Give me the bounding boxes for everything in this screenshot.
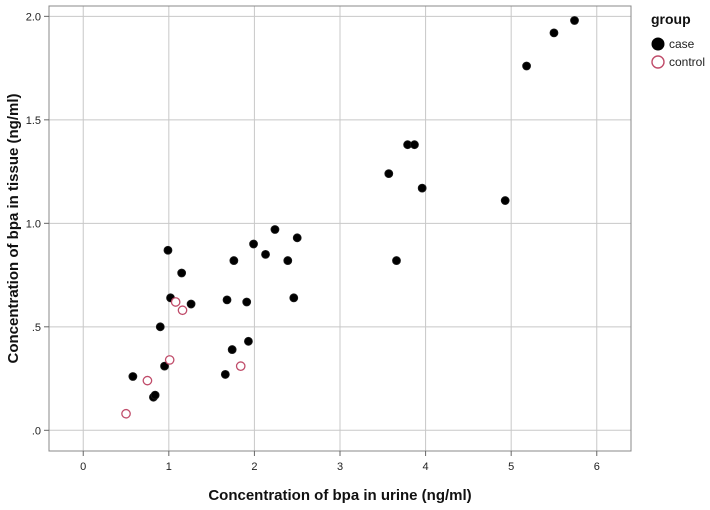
- legend-marker-control: [651, 55, 665, 69]
- data-point-case: [249, 239, 258, 249]
- legend: group case control: [651, 11, 705, 69]
- grid-lines: [49, 6, 631, 451]
- data-point-case: [160, 361, 169, 371]
- data-point-case: [128, 372, 138, 381]
- legend-title: group: [651, 11, 691, 27]
- x-tick-label: 5: [508, 461, 514, 473]
- data-point-case: [410, 140, 419, 150]
- data-point-case: [549, 28, 559, 38]
- data-point-case: [227, 345, 237, 354]
- data-point-case: [155, 322, 165, 332]
- x-tick-label: 3: [337, 461, 343, 473]
- data-point-case: [522, 61, 531, 71]
- x-tick-label: 0: [80, 461, 86, 473]
- data-point-control: [235, 361, 246, 371]
- data-point-case: [229, 256, 239, 265]
- data-point-case: [163, 245, 173, 255]
- legend-marker-case: [651, 37, 665, 51]
- data-point-control: [121, 408, 131, 419]
- data-point-case: [283, 256, 293, 265]
- x-tick-label: 1: [166, 461, 172, 473]
- data-point-control: [142, 375, 153, 386]
- data-point-case: [289, 293, 299, 303]
- data-point-case: [150, 390, 160, 400]
- data-point-case: [500, 196, 510, 205]
- y-tick-label: .0: [32, 425, 41, 437]
- data-point-case: [261, 249, 270, 259]
- data-point-case: [417, 183, 427, 193]
- data-point-control: [177, 305, 188, 316]
- data-point-case: [177, 268, 187, 278]
- data-point-case: [270, 225, 280, 234]
- axis-ticks: 0 1 2 3 4 5 6 .0 .5 1.0 1.5 2.0: [26, 11, 600, 473]
- data-point-control: [164, 355, 175, 365]
- legend-label-control: control: [669, 55, 705, 69]
- data-point-case: [570, 16, 579, 25]
- y-tick-label: 1.5: [26, 115, 41, 127]
- y-tick-label: .5: [32, 322, 41, 334]
- data-points: [121, 16, 579, 419]
- data-point-case: [220, 370, 230, 379]
- legend-label-case: case: [669, 37, 695, 51]
- data-point-case: [384, 169, 394, 179]
- data-point-case: [222, 295, 232, 305]
- data-point-case: [186, 299, 196, 309]
- x-tick-label: 6: [594, 461, 600, 473]
- x-axis-title: Concentration of bpa in urine (ng/ml): [208, 487, 471, 504]
- x-tick-label: 2: [251, 461, 257, 473]
- y-axis-title: Concentration of bpa in tissue (ng/ml): [5, 93, 22, 363]
- y-tick-label: 2.0: [26, 11, 41, 23]
- y-tick-label: 1.0: [26, 218, 41, 230]
- data-point-case: [244, 336, 253, 346]
- data-point-case: [242, 297, 252, 307]
- data-point-control: [170, 297, 181, 307]
- x-tick-label: 4: [423, 461, 429, 473]
- data-point-case: [392, 256, 401, 265]
- data-point-case: [292, 233, 302, 243]
